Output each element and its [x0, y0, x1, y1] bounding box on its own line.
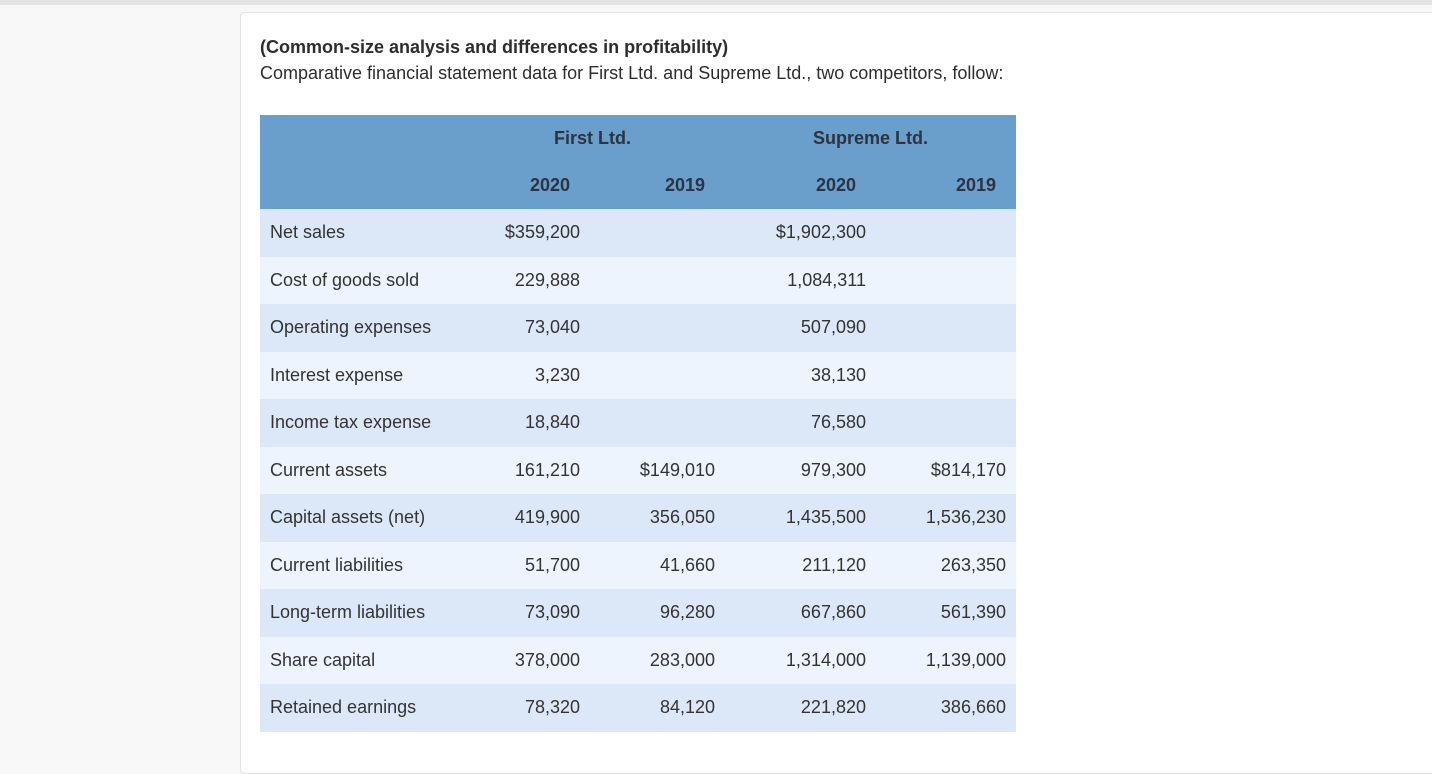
cell-value: 3,230 — [460, 351, 590, 399]
question-card: (Common-size analysis and differences in… — [240, 12, 1432, 774]
cell-value — [590, 351, 725, 399]
empty-header — [260, 162, 460, 209]
row-label: Long-term liabilities — [260, 589, 460, 637]
cell-value: 283,000 — [590, 636, 725, 684]
year-header: 2020 — [725, 162, 876, 209]
cell-value: 979,300 — [725, 446, 876, 494]
year-header: 2020 — [460, 162, 590, 209]
row-label: Capital assets (net) — [260, 494, 460, 542]
row-label: Net sales — [260, 209, 460, 257]
cell-value — [590, 304, 725, 352]
cell-value — [876, 399, 1016, 447]
table-row: Net sales $359,200 $1,902,300 — [260, 209, 1016, 257]
cell-value: 76,580 — [725, 399, 876, 447]
cell-value: 667,860 — [725, 589, 876, 637]
row-label: Current assets — [260, 446, 460, 494]
row-label: Current liabilities — [260, 541, 460, 589]
cell-value: 78,320 — [460, 684, 590, 732]
cell-value: 378,000 — [460, 636, 590, 684]
cell-value: 73,090 — [460, 589, 590, 637]
cell-value: 96,280 — [590, 589, 725, 637]
cell-value: 221,820 — [725, 684, 876, 732]
cell-value: 38,130 — [725, 351, 876, 399]
cell-value: $814,170 — [876, 446, 1016, 494]
table-row: Long-term liabilities 73,090 96,280 667,860… — [260, 589, 1016, 637]
cell-value: 386,660 — [876, 684, 1016, 732]
cell-value: 1,084,311 — [725, 256, 876, 304]
table-row: Capital assets (net) 419,900 356,050 1,435,… — [260, 494, 1016, 542]
cell-value: $1,902,300 — [725, 209, 876, 257]
row-label: Cost of goods sold — [260, 256, 460, 304]
table-row: Cost of goods sold 229,888 1,084,311 — [260, 256, 1016, 304]
cell-value: $149,010 — [590, 446, 725, 494]
problem-title: (Common-size analysis and differences in… — [260, 37, 729, 57]
row-label: Income tax expense — [260, 399, 460, 447]
cell-value: 561,390 — [876, 589, 1016, 637]
cell-value: 18,840 — [460, 399, 590, 447]
table-row: Current liabilities 51,700 41,660 211,120 26… — [260, 541, 1016, 589]
cell-value: 84,120 — [590, 684, 725, 732]
table-row: Interest expense 3,230 38,130 — [260, 351, 1016, 399]
table-row: Retained earnings 78,320 84,120 221,820 386,… — [260, 684, 1016, 732]
cell-value: 356,050 — [590, 494, 725, 542]
table-row: Operating expenses 73,040 507,090 — [260, 304, 1016, 352]
cell-value — [590, 209, 725, 257]
top-bar — [0, 0, 1432, 5]
cell-value: 161,210 — [460, 446, 590, 494]
cell-value: 419,900 — [460, 494, 590, 542]
cell-value — [590, 256, 725, 304]
row-label: Share capital — [260, 636, 460, 684]
cell-value: $359,200 — [460, 209, 590, 257]
table-row: Current assets 161,210 $149,010 979,300 $814… — [260, 446, 1016, 494]
cell-value: 229,888 — [460, 256, 590, 304]
cell-value — [590, 399, 725, 447]
cell-value — [876, 351, 1016, 399]
row-label: Operating expenses — [260, 304, 460, 352]
cell-value — [876, 304, 1016, 352]
cell-value: 51,700 — [460, 541, 590, 589]
table-row: Income tax expense 18,840 76,580 — [260, 399, 1016, 447]
cell-value: 1,435,500 — [725, 494, 876, 542]
cell-value: 73,040 — [460, 304, 590, 352]
company-header: First Ltd. — [460, 115, 725, 162]
financial-data-table: First Ltd. Supreme Ltd. 2020 2019 2020 2… — [260, 115, 1016, 732]
cell-value: 263,350 — [876, 541, 1016, 589]
row-label: Interest expense — [260, 351, 460, 399]
cell-value — [876, 256, 1016, 304]
empty-header — [260, 115, 460, 162]
cell-value — [876, 209, 1016, 257]
cell-value: 1,314,000 — [725, 636, 876, 684]
row-label: Retained earnings — [260, 684, 460, 732]
cell-value: 1,536,230 — [876, 494, 1016, 542]
cell-value: 1,139,000 — [876, 636, 1016, 684]
problem-intro: Comparative financial statement data for… — [260, 63, 1004, 83]
year-header: 2019 — [590, 162, 725, 209]
company-header: Supreme Ltd. — [725, 115, 1016, 162]
cell-value: 507,090 — [725, 304, 876, 352]
cell-value: 211,120 — [725, 541, 876, 589]
year-header: 2019 — [876, 162, 1016, 209]
table-row: Share capital 378,000 283,000 1,314,000 1,13… — [260, 636, 1016, 684]
cell-value: 41,660 — [590, 541, 725, 589]
